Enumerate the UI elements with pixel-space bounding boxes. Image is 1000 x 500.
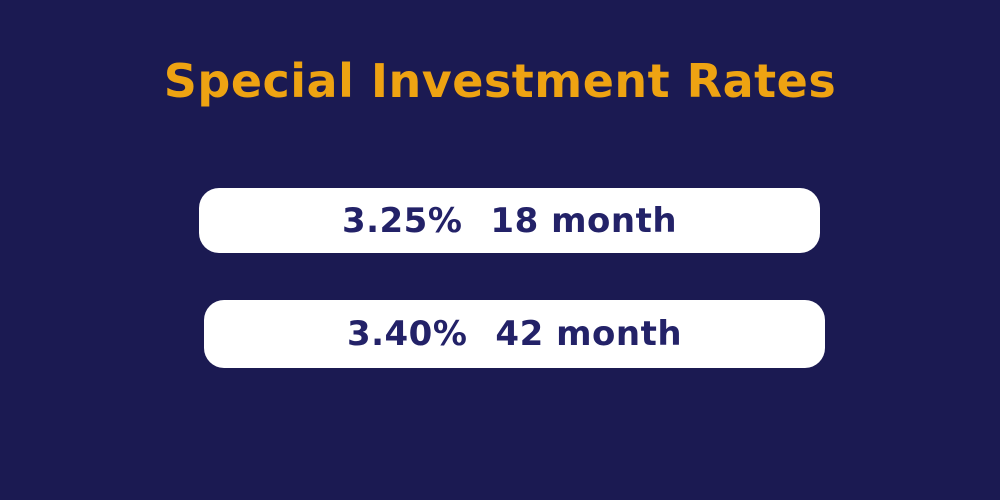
rate-value: 3.25% bbox=[341, 200, 463, 241]
rate-card-42-month: 3.40% 42 month bbox=[204, 300, 825, 368]
rate-term: 42 month bbox=[495, 314, 683, 354]
page-title: Special Investment Rates bbox=[163, 54, 837, 108]
rate-value: 3.40% bbox=[346, 314, 468, 354]
rate-card-18-month: 3.25% 18 month bbox=[199, 188, 820, 253]
rate-term: 18 month bbox=[490, 200, 678, 241]
